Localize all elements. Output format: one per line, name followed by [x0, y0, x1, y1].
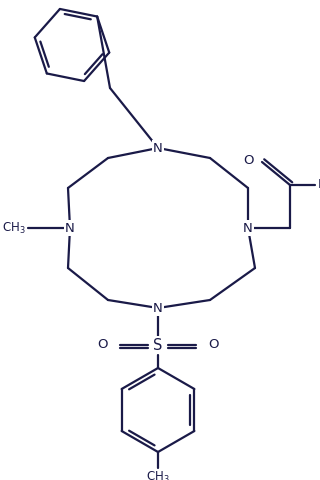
Text: O: O	[208, 338, 219, 351]
Text: N: N	[243, 221, 253, 235]
Text: O: O	[244, 154, 254, 167]
Text: N: N	[65, 221, 75, 235]
Text: CH$_3$: CH$_3$	[2, 220, 26, 236]
Text: CH$_3$: CH$_3$	[146, 470, 170, 480]
Text: N: N	[153, 301, 163, 314]
Text: NH$_2$: NH$_2$	[317, 178, 320, 192]
Text: N: N	[153, 142, 163, 155]
Text: S: S	[153, 337, 163, 352]
Text: O: O	[98, 338, 108, 351]
